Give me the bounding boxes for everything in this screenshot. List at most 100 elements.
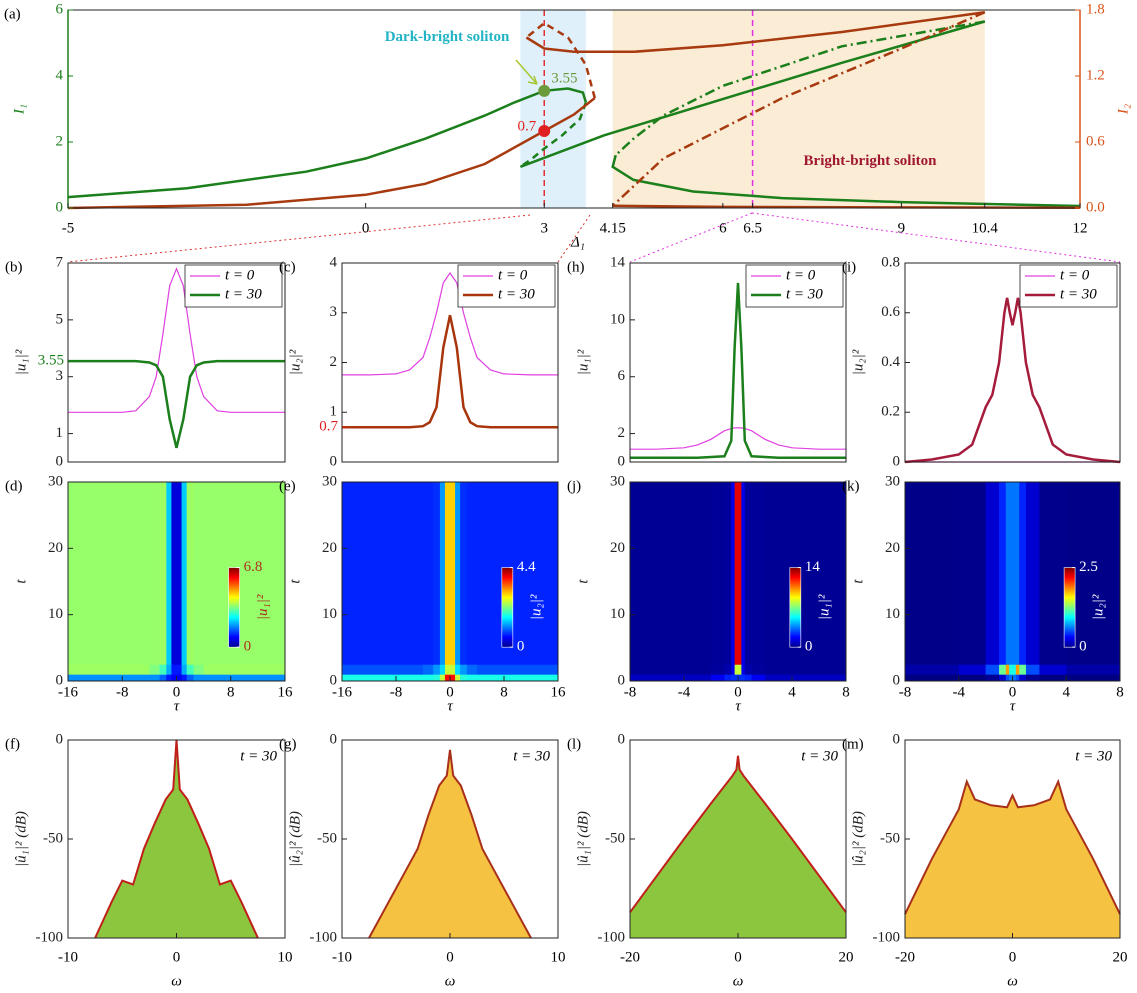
heat-cell: [166, 674, 172, 682]
heat-cell: [460, 664, 468, 675]
y-tick-label: -50: [317, 830, 337, 846]
y-axis-label: |û₂|² (dB): [287, 811, 303, 867]
y-tick-label: 10: [610, 606, 625, 622]
heat-cell: [1019, 674, 1027, 682]
y-tick-label: 2: [56, 133, 64, 149]
x-tick-label: 0: [446, 949, 454, 965]
x-axis-label: τ: [735, 698, 741, 714]
x-tick-label: 12: [1073, 220, 1088, 236]
x-axis-label: ω: [733, 973, 744, 989]
heat-cell: [68, 664, 123, 675]
y-tick-label: -50: [43, 830, 63, 846]
heat-cell: [744, 482, 752, 665]
heat-cell: [765, 482, 793, 665]
panel-label: (l): [567, 736, 581, 752]
heat-cell: [1025, 664, 1040, 675]
heat-cell: [985, 674, 1000, 682]
heat-cell: [684, 482, 712, 665]
x-tick-label: -8: [390, 684, 403, 700]
heat-cell: [203, 674, 232, 682]
connector: [751, 212, 1121, 263]
series-line: [630, 427, 846, 450]
legend-label: t = 0: [786, 267, 816, 283]
heat-cell: [1039, 674, 1067, 682]
y2-tick-label: 1.2: [1086, 67, 1105, 83]
legend-label: t = 0: [1060, 267, 1090, 283]
heat-cell: [186, 482, 194, 665]
panel-label: (k): [842, 478, 860, 494]
heat-cell: [455, 482, 461, 665]
point: [538, 125, 551, 137]
colorbar-tick-label: 4.4: [517, 559, 536, 575]
panel: 0 10 20 30 -8 -4 0 4 8 (k) τ t 0 2.5 |u₂|²: [842, 473, 1124, 714]
legend-box: [457, 264, 556, 308]
y-axis-label: |u₂|²: [287, 349, 303, 375]
spectrum-area: [905, 781, 1120, 938]
y-tick-label: 4: [330, 254, 338, 270]
y-tick-label: 3: [56, 368, 64, 384]
heat-cell: [1015, 482, 1020, 665]
heat-cell: [477, 674, 505, 682]
x-tick-label: 10.4: [972, 220, 999, 236]
panel-label: (g): [279, 736, 297, 752]
y-tick-label: 30: [610, 473, 625, 489]
y-tick-label: 30: [322, 473, 337, 489]
y-tick-label: 0: [56, 199, 64, 215]
level-label: 0.7: [319, 419, 338, 435]
heat-cell: [1005, 664, 1010, 675]
y-tick-label: 6: [56, 1, 64, 17]
colorbar-label: |u₁|²: [255, 594, 271, 620]
x-tick-label: 6.5: [743, 220, 762, 236]
x-tick-label: -8: [624, 684, 637, 700]
annotation: t = 30: [513, 748, 550, 764]
y-tick-label: 0: [893, 672, 901, 688]
series-line: [612, 204, 1081, 209]
heat-cell: [171, 482, 183, 665]
y-tick-label: 0: [893, 453, 901, 469]
heat-cell: [149, 664, 161, 675]
heat-cell: [905, 482, 960, 665]
y-tick-label: 0: [893, 731, 901, 747]
annotation: t = 30: [801, 748, 838, 764]
x-tick-label: -8: [116, 684, 129, 700]
x-tick-label: 10: [278, 949, 293, 965]
colorbar-tick-label: 2.5: [1079, 559, 1098, 575]
y-axis-label: |u₁|²: [13, 349, 29, 375]
heat-cell: [396, 664, 424, 675]
legend-box: [1019, 264, 1118, 308]
y-tick-label: 0: [56, 672, 64, 688]
heat-cell: [731, 664, 736, 675]
x-tick-label: -20: [895, 949, 915, 965]
panel: 0 0.2 0.4 0.6 0.8 (i) |u₂|² t = 0 t = 30: [842, 254, 1121, 469]
series-line: [630, 282, 846, 459]
panel-label: (b): [5, 259, 23, 275]
region: [612, 10, 985, 208]
series-line: [342, 314, 558, 429]
heat-cell: [159, 482, 167, 665]
panel-label: (f): [5, 736, 20, 752]
heat-cell: [433, 664, 441, 675]
x-tick-label: -16: [332, 684, 352, 700]
y-tick-label: 6: [618, 368, 626, 384]
connector: [629, 212, 753, 263]
y-tick-label: 10: [885, 606, 900, 622]
heat-cell: [751, 482, 766, 665]
heat-cell: [466, 664, 478, 675]
annotation: t = 30: [240, 748, 277, 764]
colorbar-tick-label: 0: [517, 639, 525, 655]
heat-cell: [765, 674, 793, 682]
heat-cell: [744, 674, 752, 682]
heat-cell: [630, 482, 685, 665]
x-tick-label: 8: [842, 684, 850, 700]
y-tick-label: 0.8: [881, 254, 900, 270]
y-tick-label: 10: [48, 606, 63, 622]
heat-cell: [396, 674, 424, 682]
panel: t = 30 -100 -50 0 -20 0 20 (l) ω |û₁|² (dB): [567, 731, 854, 989]
y-tick-label: -50: [605, 830, 625, 846]
y-tick-label: 0.2: [881, 404, 900, 420]
heat-cell: [230, 674, 286, 682]
series-line: [614, 20, 986, 157]
axes-frame: [629, 262, 847, 463]
heat-cell: [439, 674, 446, 682]
heat-cell: [792, 664, 847, 675]
